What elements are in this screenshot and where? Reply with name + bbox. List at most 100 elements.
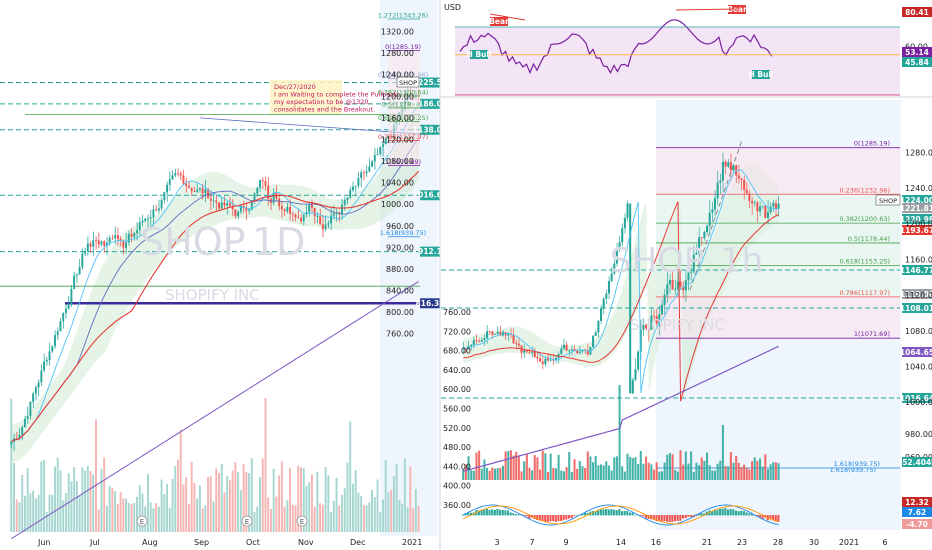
- x-tick-label-hourly: 2021: [839, 538, 859, 547]
- volume-bar-daily: [259, 476, 261, 532]
- candle-daily: [259, 180, 261, 188]
- x-tick-label-daily: Sep: [194, 538, 209, 547]
- y-tick-label-daily: 1040.00: [381, 179, 414, 188]
- candle-daily: [294, 214, 297, 218]
- volume-bar-daily: [97, 509, 100, 532]
- candle-hourly: [687, 272, 690, 281]
- candle-daily: [330, 215, 333, 224]
- macd-histogram-bar: [517, 514, 520, 516]
- annotation-box[interactable]: [270, 80, 342, 114]
- candle-daily: [204, 189, 207, 194]
- volume-bar-daily: [185, 477, 188, 532]
- volume-bar-hourly: [719, 460, 722, 480]
- price-tag-hourly: [902, 303, 932, 313]
- volume-bar-daily: [349, 421, 352, 532]
- candle-daily: [136, 230, 138, 234]
- volume-bar-hourly: [687, 463, 690, 480]
- rsi-divergence-label: H Bull: [466, 50, 491, 59]
- volume-bar-hourly: [743, 464, 746, 480]
- volume-bar-daily: [56, 457, 59, 532]
- volume-bar-hourly: [605, 461, 608, 480]
- candle-daily: [308, 204, 311, 212]
- candle-hourly: [666, 284, 669, 295]
- volume-bar-daily: [133, 502, 136, 532]
- volume-bar-hourly: [668, 453, 671, 480]
- earnings-marker[interactable]: [296, 515, 308, 527]
- candle-daily: [300, 218, 302, 222]
- volume-bar-daily: [302, 467, 305, 532]
- volume-bar-daily: [95, 419, 97, 532]
- macd-histogram-bar: [634, 514, 637, 516]
- volume-bar-daily: [256, 506, 259, 532]
- candle-daily: [193, 191, 196, 193]
- price-tag-hourly: [902, 203, 932, 213]
- macd-histogram-bar: [758, 515, 761, 518]
- volume-bar-hourly: [578, 461, 581, 480]
- earnings-marker[interactable]: [241, 515, 253, 527]
- y-tick-label-hourly-left: 360.00: [443, 501, 471, 510]
- macd-histogram-bar: [597, 510, 600, 516]
- candle-daily: [384, 137, 387, 145]
- volume-bar-hourly: [576, 468, 579, 480]
- volume-bar-daily: [204, 505, 207, 532]
- macd-histogram-bar: [488, 509, 491, 516]
- y-tick-label-hourly: 1240.00: [905, 184, 932, 193]
- candle-daily: [73, 275, 76, 289]
- volume-bar-hourly: [751, 461, 754, 480]
- macd-histogram-bar: [655, 515, 658, 522]
- trend-line[interactable]: [199, 117, 421, 135]
- volume-bar-daily: [127, 502, 130, 532]
- candle-daily: [174, 173, 177, 176]
- candle-daily: [32, 393, 35, 402]
- volume-bar-daily: [40, 461, 43, 532]
- candle-daily: [100, 241, 103, 245]
- candle-daily: [97, 240, 100, 245]
- candle-daily: [138, 222, 141, 231]
- volume-bar-daily: [390, 489, 393, 532]
- volume-bar-daily: [212, 501, 215, 532]
- candle-hourly: [713, 198, 716, 210]
- volume-bar-daily: [384, 460, 387, 532]
- candle-daily: [119, 238, 122, 241]
- candle-hourly: [650, 315, 653, 330]
- earnings-marker[interactable]: [136, 515, 148, 527]
- candle-daily: [201, 188, 204, 194]
- volume-bar-hourly: [626, 453, 629, 480]
- candle-hourly: [637, 351, 640, 370]
- candle-daily: [92, 240, 95, 247]
- volume-bar-daily: [351, 483, 354, 532]
- symbol-badge[interactable]: [875, 194, 901, 206]
- volume-bar-hourly: [509, 450, 512, 480]
- volume-bar-daily: [401, 503, 404, 532]
- rsi-divergence-badge[interactable]: [752, 70, 770, 79]
- candle-daily: [133, 233, 136, 237]
- volume-bar-hourly: [706, 452, 709, 480]
- price-tag-label-hourly: 1146.77: [900, 266, 932, 275]
- volume-bar-daily: [297, 465, 300, 532]
- rsi-divergence-badge[interactable]: [490, 17, 508, 26]
- macd-histogram-bar: [512, 513, 515, 516]
- candle-hourly: [586, 350, 589, 355]
- symbol-badge-daily[interactable]: [396, 76, 420, 88]
- candle-daily: [78, 267, 81, 275]
- annotation-line: consolidates and the Breakout.: [274, 106, 375, 114]
- volume-bar-hourly: [494, 468, 497, 480]
- y-tick-label-hourly-left: 560.00: [443, 405, 471, 414]
- rsi-divergence-badge[interactable]: [470, 50, 488, 59]
- candle-hourly: [761, 205, 764, 207]
- candle-hourly: [663, 294, 666, 305]
- daily-chart-panel[interactable]: E E E 1.272(1343.26) 0(1285.19) 0.236(1232.9…: [0, 0, 447, 550]
- volume-bar-daily: [272, 468, 275, 532]
- volume-bar-hourly: [631, 458, 634, 480]
- volume-bar-hourly: [653, 469, 656, 480]
- macd-histogram-bar: [562, 515, 565, 521]
- candle-daily: [86, 243, 89, 252]
- candle-daily: [220, 202, 223, 209]
- volume-bar-hourly: [613, 457, 616, 480]
- rsi-bear-divergence-line: [489, 13, 526, 21]
- volume-bar-daily: [174, 465, 177, 532]
- price-tag-label-hourly: 1119.00: [900, 290, 932, 299]
- macd-histogram-bar: [477, 510, 480, 516]
